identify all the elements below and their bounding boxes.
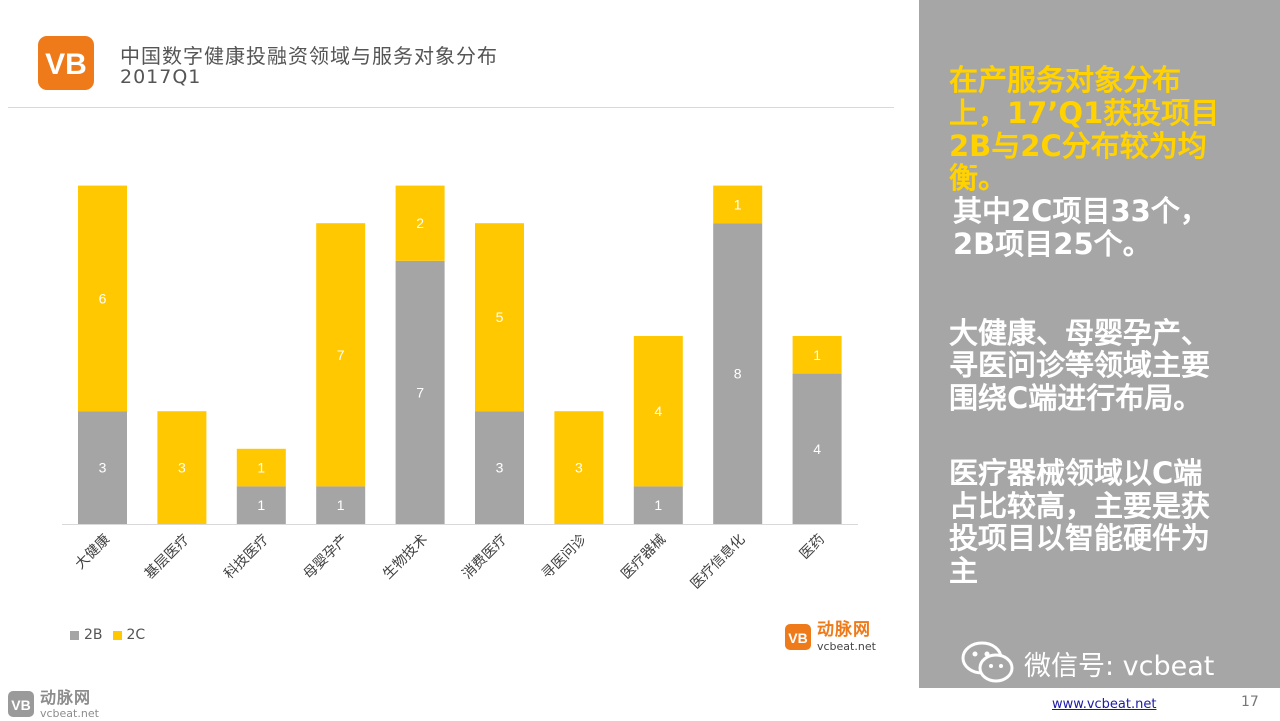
legend-item-2b: 2B: [70, 627, 103, 643]
bar-2c: [236, 448, 286, 487]
logo-text: VB: [45, 48, 87, 81]
bar-2c: [316, 223, 366, 487]
summary-line: 寻医问诊等领域主要: [949, 348, 1211, 383]
bar-2b: [475, 411, 524, 524]
x-tick-label: 医药: [797, 532, 828, 563]
data-label: 6: [99, 290, 107, 306]
chart-subtitle: 2017Q1: [120, 66, 202, 88]
summary-line: 投项目以智能硬件为: [949, 521, 1211, 556]
data-label: 1: [257, 497, 265, 513]
summary-line: 2B项目25个。: [953, 226, 1152, 261]
bar-2b: [395, 260, 445, 524]
chart-legend: 2B 2C: [70, 627, 155, 643]
bar-2c: [78, 185, 127, 412]
wechat-label: 微信号: vcbeat: [1024, 650, 1215, 682]
bar-2b: [713, 223, 763, 524]
bar-2c: [157, 411, 207, 524]
summary-paragraph-c-focus: 大健康、母婴孕产、 寻医问诊等领域主要 围绕C端进行布局。: [949, 315, 1249, 416]
summary-line: 2B与2C分布较为均: [949, 128, 1207, 163]
summary-line: 主: [949, 554, 979, 589]
data-label: 2: [416, 215, 424, 231]
wechat-watermark: 微信号: vcbeat: [960, 640, 1214, 686]
x-tick-label: 大健康: [72, 531, 114, 573]
data-label: 7: [337, 347, 345, 363]
data-label: 1: [734, 196, 742, 212]
legend-label-2b: 2B: [84, 627, 103, 643]
data-label: 1: [813, 347, 821, 363]
summary-line: 围绕C端进行布局。: [949, 381, 1203, 416]
summary-highlight: 在产服务对象分布 上，17’Q1获投项目 2B与2C分布较为均 衡。: [949, 64, 1249, 195]
bar-2b: [633, 486, 683, 524]
summary-paragraph-counts: 其中2C项目33个， 2B项目25个。: [949, 195, 1249, 261]
data-label: 4: [654, 403, 662, 419]
bar-2c: [554, 411, 604, 524]
data-label: 3: [178, 460, 186, 476]
legend-swatch-2c: [112, 630, 122, 640]
bar-2b: [236, 486, 286, 524]
svg-text:VB: VB: [788, 630, 807, 646]
summary-text: 在产服务对象分布 上，17’Q1获投项目 2B与2C分布较为均 衡。 其中2C项…: [949, 64, 1249, 588]
footer-brand-en: vcbeat.net: [40, 706, 99, 720]
bar-2c: [475, 223, 524, 412]
summary-panel: 在产服务对象分布 上，17’Q1获投项目 2B与2C分布较为均 衡。 其中2C项…: [919, 0, 1280, 688]
legend-item-2c: 2C: [112, 627, 146, 643]
summary-line: 占比较高，主要是获: [949, 488, 1211, 523]
wechat-icon: [961, 641, 1014, 683]
stacked-bar-chart: 3 6 大健康 3 基层医疗 1 1 科技医疗 1 7 母婴孕产 7 2 生物技术 3 5 消费医疗 3 寻医问诊 1…: [62, 185, 858, 593]
summary-line: 在产服务对象分布: [949, 63, 1182, 97]
title-divider: [8, 107, 894, 108]
footer-url-link[interactable]: www.vcbeat.net: [1052, 697, 1157, 712]
vcbeat-mini-logo: VB: [785, 624, 811, 650]
data-label: 1: [257, 460, 265, 476]
summary-line: 医疗器械领域以C端: [949, 455, 1203, 490]
x-tick-label: 生物技术: [380, 532, 431, 583]
summary-line: 大健康、母婴孕产、: [949, 315, 1211, 350]
data-label: 1: [337, 497, 345, 513]
x-tick-label: 基层医疗: [141, 531, 193, 583]
footer-mini-logo: VB: [8, 691, 34, 717]
bar-2b: [316, 486, 366, 524]
x-tick-label: 科技医疗: [221, 532, 272, 583]
brand-name-cn: 动脉网: [817, 620, 871, 640]
brand-name-en: vcbeat.net: [817, 640, 876, 653]
summary-line: 衡。: [949, 161, 1008, 196]
data-label: 3: [575, 460, 583, 476]
x-tick-label: 消费医疗: [459, 532, 510, 583]
bar-2c: [395, 185, 445, 261]
vcbeat-logo: VB: [38, 36, 94, 90]
summary-line: 上，17’Q1获投项目: [949, 95, 1220, 130]
data-label: 4: [813, 441, 821, 457]
footer-brand-mark: VB 动脉网 vcbeat.net: [8, 688, 99, 720]
data-label: 5: [496, 309, 504, 325]
svg-text:VB: VB: [11, 697, 30, 713]
bar-2c: [792, 336, 842, 374]
bar-2c: [713, 185, 763, 224]
chart-title: 中国数字健康投融资领域与服务对象分布: [120, 44, 498, 68]
summary-paragraph-devices: 医疗器械领域以C端 占比较高，主要是获 投项目以智能硬件为 主: [949, 457, 1249, 588]
bar-2b: [792, 373, 842, 524]
vcbeat-brand-mark: VB 动脉网 vcbeat.net: [785, 620, 876, 654]
footer-brand-cn: 动脉网: [40, 687, 92, 707]
x-tick-label: 医疗器械: [618, 532, 669, 583]
x-tick-label: 寻医问诊: [539, 532, 590, 583]
legend-swatch-2b: [70, 630, 79, 640]
data-label: 3: [496, 460, 504, 476]
x-tick-label: 医疗信息化: [687, 531, 749, 593]
legend-label-2c: 2C: [126, 627, 146, 643]
bar-2c: [633, 336, 683, 487]
data-label: 3: [99, 460, 107, 476]
page-number: 17: [1241, 694, 1259, 710]
bar-2b: [78, 411, 127, 524]
data-label: 8: [734, 366, 742, 382]
data-label: 1: [654, 497, 662, 513]
data-label: 7: [416, 384, 424, 400]
summary-line: 其中2C项目33个，: [953, 194, 1209, 229]
x-tick-label: 母婴孕产: [301, 532, 352, 583]
